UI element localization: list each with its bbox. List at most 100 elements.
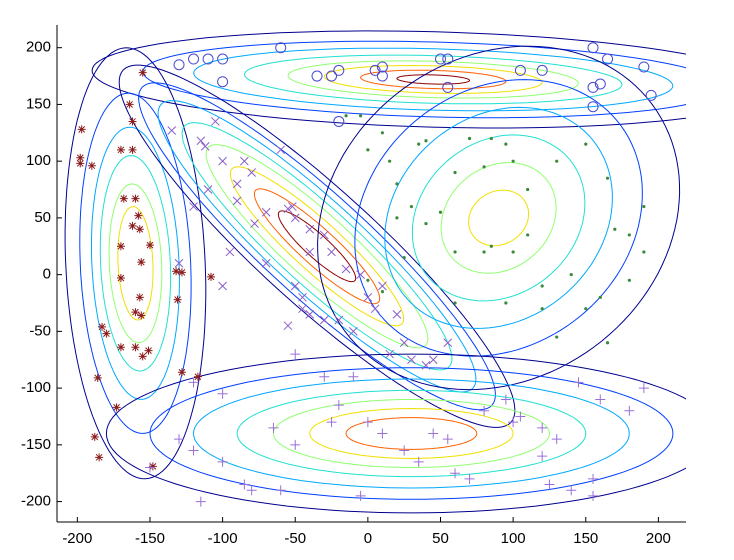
point — [605, 176, 610, 180]
point — [112, 403, 121, 412]
point — [587, 42, 599, 54]
contour — [277, 210, 357, 283]
point — [500, 394, 511, 405]
point — [438, 210, 443, 214]
point — [333, 400, 344, 411]
y-tick-label: 0 — [43, 266, 51, 283]
x-tick-label: 100 — [501, 530, 526, 547]
point — [442, 81, 454, 93]
point — [555, 159, 559, 163]
point — [218, 281, 227, 291]
point — [98, 322, 107, 331]
contour — [157, 100, 477, 393]
point — [131, 194, 140, 203]
point — [450, 468, 461, 479]
point — [526, 233, 530, 237]
y-tick-label: -100 — [21, 379, 51, 396]
point — [275, 485, 286, 496]
point — [76, 159, 85, 168]
contour — [205, 144, 429, 349]
x-tick-label: -50 — [284, 530, 306, 547]
point — [246, 485, 257, 496]
point — [77, 125, 86, 134]
point — [413, 456, 424, 467]
x-tick-label: 200 — [646, 530, 671, 547]
point — [555, 335, 559, 339]
point — [363, 292, 373, 302]
point — [333, 115, 345, 127]
point — [319, 230, 329, 240]
point — [134, 211, 143, 220]
point — [588, 490, 599, 501]
contour — [411, 134, 586, 302]
contour — [142, 40, 686, 119]
point — [479, 405, 490, 416]
point — [217, 53, 229, 65]
point — [76, 153, 85, 162]
point — [319, 315, 329, 325]
point — [627, 233, 631, 237]
point — [464, 473, 475, 484]
contour — [317, 45, 681, 391]
point — [261, 207, 271, 217]
point — [442, 53, 454, 65]
point — [298, 304, 307, 314]
point — [594, 78, 606, 90]
point — [202, 53, 214, 65]
point — [642, 204, 646, 209]
point — [172, 267, 181, 276]
point — [537, 422, 548, 433]
point — [508, 417, 519, 428]
point — [573, 377, 584, 388]
point — [135, 225, 144, 234]
point — [116, 145, 125, 154]
points — [76, 42, 657, 507]
point — [188, 53, 200, 65]
point — [569, 273, 573, 277]
point — [409, 204, 414, 209]
contour — [272, 399, 551, 468]
point — [511, 250, 515, 254]
point — [95, 453, 104, 462]
point — [424, 221, 428, 226]
point — [344, 114, 348, 118]
point — [402, 256, 406, 260]
point — [588, 473, 599, 484]
contour — [118, 64, 516, 428]
point — [145, 241, 154, 250]
point — [116, 343, 125, 352]
point — [598, 295, 602, 299]
point — [250, 219, 259, 228]
point — [283, 321, 293, 331]
contours — [64, 30, 686, 514]
point — [378, 281, 387, 291]
point — [128, 145, 137, 154]
point — [421, 361, 431, 370]
point — [566, 485, 577, 496]
point — [435, 53, 447, 65]
point — [128, 221, 137, 230]
contour — [309, 407, 514, 460]
point — [137, 258, 146, 267]
contour — [79, 92, 192, 434]
point — [311, 70, 323, 82]
point — [428, 355, 438, 365]
point — [453, 250, 457, 254]
point — [275, 42, 287, 54]
point — [102, 329, 111, 338]
point — [138, 352, 147, 361]
point — [196, 136, 206, 146]
point — [283, 204, 293, 214]
point — [385, 349, 395, 359]
contour — [354, 79, 643, 357]
contour — [253, 188, 381, 305]
contour — [181, 122, 453, 371]
point — [334, 315, 344, 325]
point — [377, 428, 388, 439]
point — [355, 490, 366, 501]
y-tick-label: -200 — [21, 493, 51, 510]
point — [131, 308, 140, 317]
x-tick-label: -100 — [208, 530, 238, 547]
point — [540, 307, 544, 311]
